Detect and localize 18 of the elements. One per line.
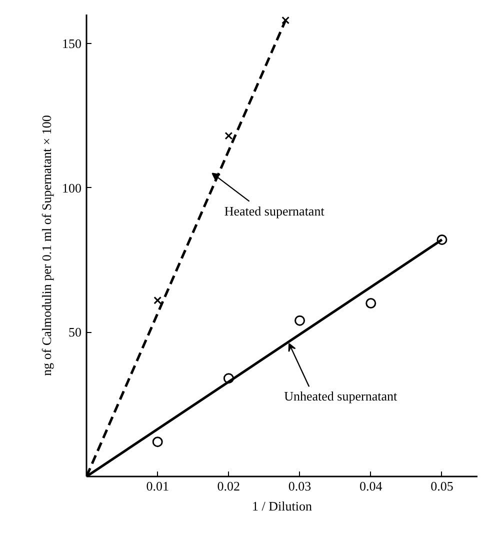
x-tick-label: 0.01 — [146, 478, 169, 494]
x-tick-label: 0.02 — [217, 478, 240, 494]
x-tick-label: 0.04 — [359, 478, 383, 494]
annotation: Heated supernatant — [224, 203, 325, 218]
x-tick-label: 0.05 — [430, 478, 454, 494]
y-tick-label: 50 — [68, 324, 82, 340]
x-tick-label: 0.03 — [288, 478, 312, 494]
point — [154, 296, 162, 304]
annotation: Unheated supernatant — [284, 388, 398, 404]
point — [366, 298, 376, 308]
y-tick-label: 150 — [62, 36, 82, 51]
x-axis-title: 1 / Dilution — [252, 498, 312, 514]
y-tick-label: 100 — [62, 180, 82, 196]
y-axis-title: ng of Calmodulin per 0.1 ml of Supernatant × 100 — [39, 115, 54, 376]
point — [294, 315, 306, 326]
point — [282, 16, 290, 24]
point — [152, 436, 163, 448]
point — [224, 132, 233, 140]
